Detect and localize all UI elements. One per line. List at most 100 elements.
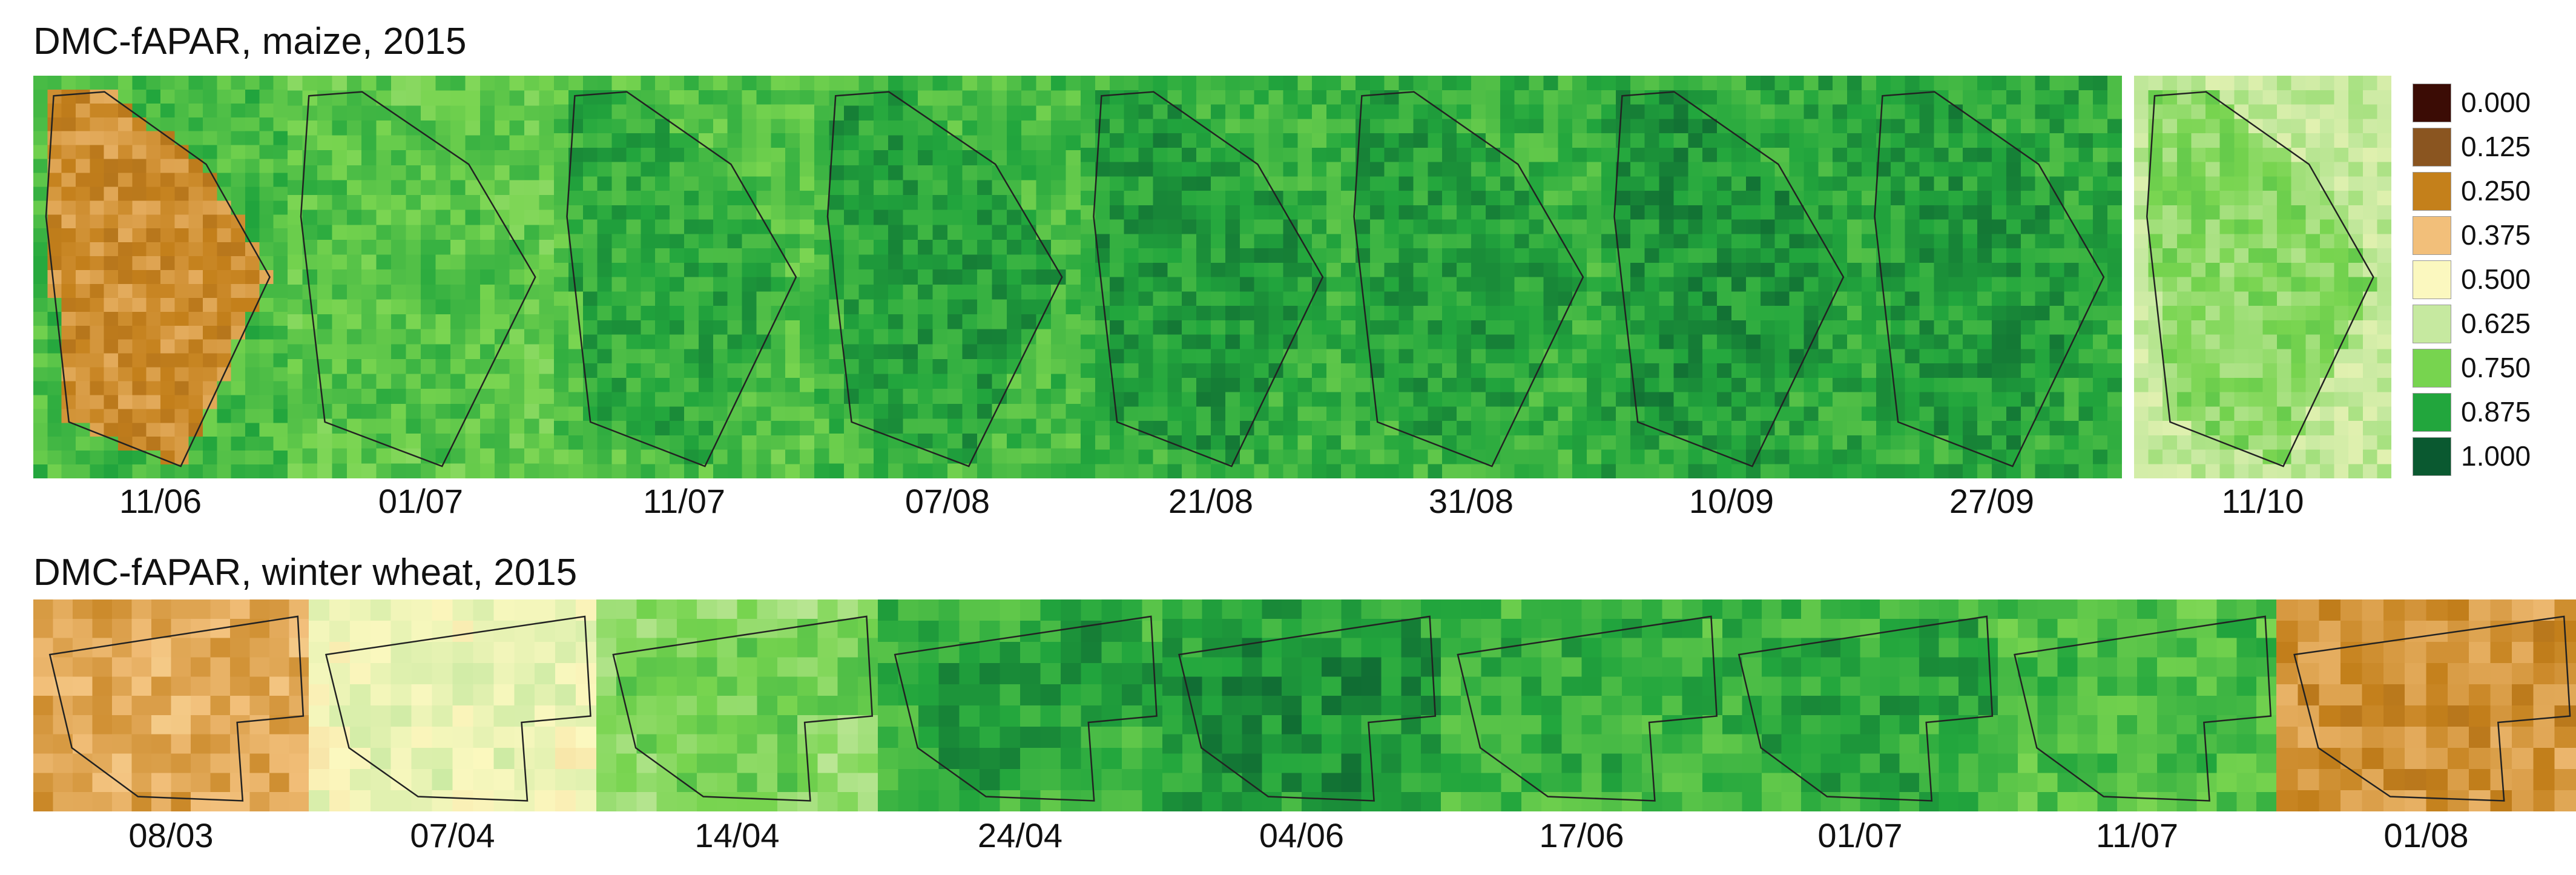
legend-label: 0.125: [2461, 131, 2531, 162]
legend-swatch: [2413, 216, 2451, 255]
field-boundary-polygon: [566, 91, 797, 467]
fapar-raster: [1862, 76, 2122, 478]
field-boundary-outline: [1874, 91, 2105, 467]
legend-label: 0.625: [2461, 308, 2531, 339]
fapar-raster: [1162, 599, 1441, 811]
field-boundary-polygon: [612, 615, 874, 802]
field-boundary-outline: [324, 615, 591, 802]
fapar-raster: [33, 599, 309, 811]
field-boundary-polygon: [1874, 91, 2105, 467]
fapar-raster: [33, 76, 288, 478]
field-boundary-outline: [1178, 615, 1437, 802]
fapar-raster: [1441, 599, 1722, 811]
legend-swatch: [2413, 349, 2451, 388]
fapar-raster: [596, 599, 878, 811]
field-boundary-polygon: [324, 615, 591, 802]
fapar-raster: [2276, 599, 2576, 811]
wheat-fapar-map-panel: [596, 599, 878, 811]
wheat-acquisition-date-label: 08/03: [128, 816, 214, 854]
field-boundary-outline: [48, 615, 305, 802]
wheat-fapar-map-panel: [1441, 599, 1722, 811]
maize-acquisition-date-label: 27/09: [1949, 482, 2035, 520]
field-boundary-outline: [826, 91, 1063, 467]
wheat-acquisition-date-label: 07/04: [410, 816, 495, 854]
maize-acquisition-date-label: 01/07: [378, 482, 464, 520]
maize-fapar-map-panel: [1862, 76, 2122, 478]
legend-swatch: [2413, 437, 2451, 476]
wheat-fapar-map-panel: [309, 599, 596, 811]
fapar-raster: [288, 76, 554, 478]
maize-fapar-map-panel: [2134, 76, 2391, 478]
maize-row-title: DMC-fAPAR, maize, 2015: [33, 21, 467, 62]
maize-fapar-map-panel: [1601, 76, 1862, 478]
wheat-fapar-map-panel: [2276, 599, 2576, 811]
wheat-fapar-map-panel: [33, 599, 309, 811]
field-boundary-outline: [566, 91, 797, 467]
field-boundary-outline: [2014, 615, 2272, 802]
field-boundary-polygon: [2146, 91, 2374, 467]
maize-fapar-map-panel: [33, 76, 288, 478]
field-boundary-polygon: [1093, 91, 1324, 467]
field-boundary-outline: [612, 615, 874, 802]
field-boundary-polygon: [894, 615, 1158, 802]
field-boundary-outline: [1457, 615, 1718, 802]
field-boundary-outline: [894, 615, 1158, 802]
wheat-acquisition-date-label: 01/08: [2383, 816, 2469, 854]
maize-fapar-map-panel: [1341, 76, 1601, 478]
field-boundary-polygon: [1353, 91, 1584, 467]
legend-label: 0.500: [2461, 263, 2531, 295]
field-boundary-outline: [1738, 615, 1994, 802]
field-boundary-outline: [1613, 91, 1845, 467]
maize-acquisition-date-label: 31/08: [1428, 482, 1514, 520]
field-boundary-outline: [1093, 91, 1324, 467]
maize-fapar-map-panel: [288, 76, 554, 478]
legend-label: 0.250: [2461, 175, 2531, 206]
field-boundary-outline: [2293, 615, 2571, 802]
wheat-fapar-map-panel: [1722, 599, 1998, 811]
maize-fapar-map-panel: [814, 76, 1081, 478]
wheat-acquisition-date-label: 11/07: [2096, 816, 2178, 854]
maize-acquisition-date-label: 07/08: [904, 482, 990, 520]
field-boundary-outline: [2146, 91, 2374, 467]
fapar-raster: [878, 599, 1162, 811]
wheat-acquisition-date-label: 24/04: [977, 816, 1063, 854]
field-boundary-polygon: [2293, 615, 2571, 802]
legend-swatch: [2413, 172, 2451, 211]
maize-fapar-map-panel: [1081, 76, 1341, 478]
field-boundary-polygon: [48, 615, 305, 802]
maize-acquisition-date-label: 11/07: [643, 482, 725, 520]
wheat-acquisition-date-label: 04/06: [1259, 816, 1345, 854]
legend-label: 0.875: [2461, 396, 2531, 428]
field-boundary-polygon: [300, 91, 536, 467]
field-boundary-polygon: [1457, 615, 1718, 802]
wheat-fapar-map-panel: [878, 599, 1162, 811]
maize-acquisition-date-label: 11/10: [2221, 482, 2304, 520]
legend-swatch: [2413, 305, 2451, 343]
fapar-raster: [1722, 599, 1998, 811]
wheat-acquisition-date-label: 01/07: [1817, 816, 1903, 854]
winter-wheat-row-title: DMC-fAPAR, winter wheat, 2015: [33, 552, 578, 593]
fapar-raster: [814, 76, 1081, 478]
fapar-raster: [554, 76, 814, 478]
fapar-raster: [1998, 599, 2276, 811]
maize-acquisition-date-label: 10/09: [1688, 482, 1774, 520]
legend-label: 0.750: [2461, 352, 2531, 383]
fapar-raster: [309, 599, 596, 811]
legend-swatch: [2413, 393, 2451, 432]
field-boundary-outline: [300, 91, 536, 467]
legend-label: 1.000: [2461, 440, 2531, 472]
field-boundary-polygon: [2014, 615, 2272, 802]
fapar-raster: [2134, 76, 2391, 478]
field-boundary-polygon: [1738, 615, 1994, 802]
wheat-acquisition-date-label: 14/04: [694, 816, 780, 854]
legend-swatch: [2413, 260, 2451, 299]
fapar-raster: [1341, 76, 1601, 478]
maize-acquisition-date-label: 21/08: [1168, 482, 1254, 520]
fapar-raster: [1601, 76, 1862, 478]
field-boundary-polygon: [45, 91, 271, 467]
fapar-raster: [1081, 76, 1341, 478]
maize-fapar-map-panel: [554, 76, 814, 478]
field-boundary-outline: [45, 91, 271, 467]
legend-swatch: [2413, 84, 2451, 122]
wheat-fapar-map-panel: [1162, 599, 1441, 811]
